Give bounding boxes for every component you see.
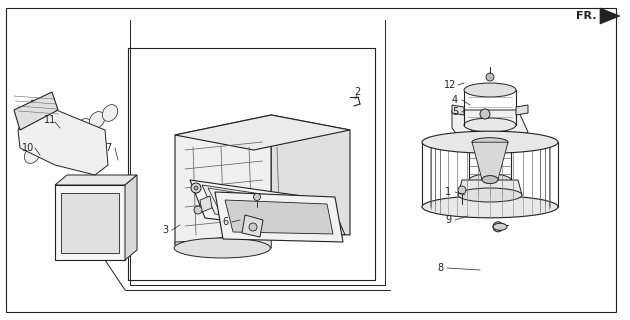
Text: 10: 10 <box>22 143 34 153</box>
Circle shape <box>194 186 198 190</box>
Text: 3: 3 <box>162 225 168 235</box>
Ellipse shape <box>102 105 118 121</box>
Ellipse shape <box>37 140 53 156</box>
Text: 7: 7 <box>105 143 111 153</box>
Ellipse shape <box>25 147 40 164</box>
Ellipse shape <box>470 119 500 135</box>
Circle shape <box>480 109 490 119</box>
Ellipse shape <box>482 176 498 184</box>
Ellipse shape <box>472 138 508 147</box>
Ellipse shape <box>469 174 511 186</box>
Ellipse shape <box>89 112 105 128</box>
Polygon shape <box>55 175 137 185</box>
Ellipse shape <box>422 131 558 153</box>
Text: 4: 4 <box>452 95 458 105</box>
Polygon shape <box>516 105 528 115</box>
Polygon shape <box>175 230 272 255</box>
Text: 12: 12 <box>444 80 456 90</box>
Polygon shape <box>190 180 345 235</box>
Ellipse shape <box>63 126 79 142</box>
Text: 8: 8 <box>437 263 443 273</box>
Polygon shape <box>452 105 464 115</box>
Text: FR.: FR. <box>576 11 597 21</box>
Polygon shape <box>215 192 343 242</box>
Ellipse shape <box>464 118 516 132</box>
Bar <box>61 193 119 253</box>
Polygon shape <box>14 92 58 130</box>
Polygon shape <box>55 185 125 260</box>
Ellipse shape <box>469 138 511 152</box>
Text: 11: 11 <box>44 115 56 125</box>
Polygon shape <box>125 175 137 260</box>
Polygon shape <box>472 142 508 180</box>
Polygon shape <box>18 100 108 175</box>
Polygon shape <box>600 8 620 24</box>
Circle shape <box>486 118 494 126</box>
Ellipse shape <box>76 119 92 135</box>
Text: 5: 5 <box>452 107 458 117</box>
Polygon shape <box>452 110 528 145</box>
Polygon shape <box>175 115 350 150</box>
Circle shape <box>486 73 494 81</box>
Ellipse shape <box>174 238 270 258</box>
Polygon shape <box>225 200 333 234</box>
Polygon shape <box>175 115 272 245</box>
Polygon shape <box>202 185 333 230</box>
Ellipse shape <box>464 83 516 97</box>
Circle shape <box>249 223 257 231</box>
Circle shape <box>493 222 503 232</box>
Text: 9: 9 <box>445 215 451 225</box>
Text: 6: 6 <box>222 217 228 227</box>
Circle shape <box>194 206 202 214</box>
Text: 1: 1 <box>445 187 451 197</box>
Polygon shape <box>458 180 522 195</box>
Polygon shape <box>272 115 350 235</box>
Ellipse shape <box>422 196 558 218</box>
Ellipse shape <box>458 188 522 202</box>
Polygon shape <box>242 215 263 237</box>
Ellipse shape <box>493 223 507 230</box>
Circle shape <box>253 194 260 201</box>
Circle shape <box>458 186 466 194</box>
Ellipse shape <box>50 132 66 149</box>
Circle shape <box>191 183 201 193</box>
Text: 2: 2 <box>354 87 360 97</box>
Polygon shape <box>200 196 212 212</box>
